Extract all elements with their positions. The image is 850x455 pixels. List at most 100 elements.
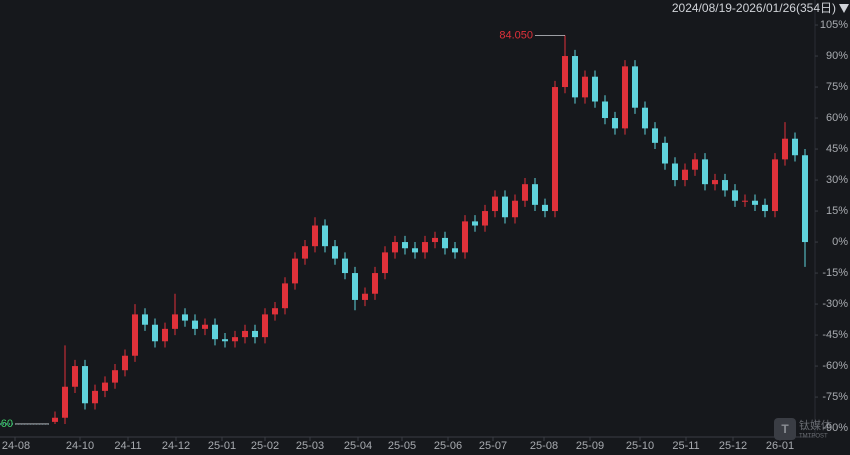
- candle-body: [482, 211, 488, 226]
- x-tick-label: 25-01: [208, 440, 236, 452]
- candle-body: [362, 293, 368, 300]
- candle-body: [522, 184, 528, 201]
- candle-body: [752, 200, 758, 205]
- y-tick-label: 75%: [826, 81, 848, 93]
- x-tick-label: 25-08: [530, 440, 558, 452]
- y-tick-label: 105%: [820, 19, 848, 31]
- x-tick-label: 25-10: [626, 440, 654, 452]
- x-tick-label: 24-08: [2, 440, 30, 452]
- candle-body: [802, 155, 808, 243]
- x-tick-label: 25-04: [344, 440, 372, 452]
- x-tick-label: 24-10: [66, 440, 94, 452]
- candle-body: [662, 142, 668, 164]
- x-tick-label: 26-01: [766, 440, 794, 452]
- candle-body: [112, 370, 118, 383]
- y-tick-label: -45%: [822, 329, 848, 341]
- y-tick-label: -60%: [822, 360, 848, 372]
- candle-body: [402, 242, 408, 249]
- candle-body: [62, 386, 68, 418]
- candle-body: [632, 66, 638, 108]
- x-tick-label: 24-12: [162, 440, 190, 452]
- candle-body: [602, 101, 608, 119]
- y-tick-label: -15%: [822, 267, 848, 279]
- candle-body: [422, 242, 428, 253]
- candle-body: [272, 308, 278, 315]
- y-tick-label: 15%: [826, 205, 848, 217]
- candle-body: [532, 184, 538, 205]
- candle-body: [72, 366, 78, 387]
- candle-body: [292, 258, 298, 284]
- candle-body: [132, 314, 138, 356]
- candle-body: [322, 225, 328, 247]
- chart-title[interactable]: 2024/08/19-2026/01/26(354日): [672, 1, 836, 15]
- candle-body: [772, 159, 778, 212]
- candle-body: [682, 169, 688, 181]
- candle-body: [372, 273, 378, 294]
- candle-body: [82, 366, 88, 404]
- candle-body: [712, 180, 718, 185]
- y-tick-label: 60%: [826, 112, 848, 124]
- candle-body: [432, 237, 438, 243]
- candle-body: [512, 200, 518, 218]
- candle-body: [392, 242, 398, 253]
- candle-body: [702, 159, 708, 185]
- min-label: 5.660: [0, 418, 13, 430]
- candle-body: [642, 107, 648, 129]
- candle-body: [582, 76, 588, 98]
- candle-body: [742, 200, 748, 202]
- candle-body: [352, 273, 358, 300]
- max-label: 84.050: [499, 29, 533, 41]
- candle-body: [782, 138, 788, 160]
- candle-body: [502, 196, 508, 218]
- candle-body: [612, 118, 618, 129]
- candle-body: [212, 324, 218, 340]
- candle-body: [242, 330, 248, 338]
- candle-body: [222, 339, 228, 342]
- candle-body: [462, 221, 468, 253]
- y-tick-label: 45%: [826, 143, 848, 155]
- candle-body: [592, 76, 598, 102]
- candle-body: [552, 87, 558, 212]
- candle-body: [412, 248, 418, 253]
- x-tick-label: 25-07: [479, 440, 507, 452]
- candle-body: [192, 320, 198, 329]
- x-tick-label: 25-02: [251, 440, 279, 452]
- y-tick-label: -75%: [822, 391, 848, 403]
- candle-body: [92, 390, 98, 404]
- candle-body: [332, 246, 338, 259]
- candle-body: [382, 252, 388, 274]
- y-tick-label: 90%: [826, 50, 848, 62]
- candle-body: [202, 324, 208, 329]
- candle-body: [722, 180, 728, 191]
- candle-body: [232, 337, 238, 342]
- candle-body: [572, 56, 578, 98]
- candle-body: [312, 225, 318, 247]
- candle-body: [672, 163, 678, 181]
- candle-body: [102, 382, 108, 391]
- candle-body: [732, 190, 738, 201]
- x-tick-label: 24-11: [114, 440, 141, 452]
- candle-body: [472, 221, 478, 226]
- x-tick-label: 25-03: [296, 440, 324, 452]
- y-tick-label: 30%: [826, 174, 848, 186]
- candle-body: [122, 355, 128, 371]
- candle-body: [762, 204, 768, 212]
- candle-body: [622, 66, 628, 129]
- y-tick-label: -90%: [822, 422, 848, 434]
- candle-body: [252, 330, 258, 338]
- candle-body: [542, 204, 548, 212]
- x-tick-label: 25-11: [672, 440, 699, 452]
- dropdown-arrow[interactable]: [839, 4, 849, 13]
- y-tick-label: 0%: [832, 236, 848, 248]
- candle-body: [142, 314, 148, 325]
- candle-body: [692, 159, 698, 170]
- candle-body: [442, 237, 448, 249]
- candle-body: [652, 128, 658, 143]
- x-tick-label: 25-09: [576, 440, 604, 452]
- candle-body: [342, 258, 348, 274]
- watermark-icon: T: [781, 422, 789, 436]
- candle-body: [172, 314, 178, 329]
- x-tick-label: 25-12: [719, 440, 747, 452]
- candle-body: [492, 196, 498, 212]
